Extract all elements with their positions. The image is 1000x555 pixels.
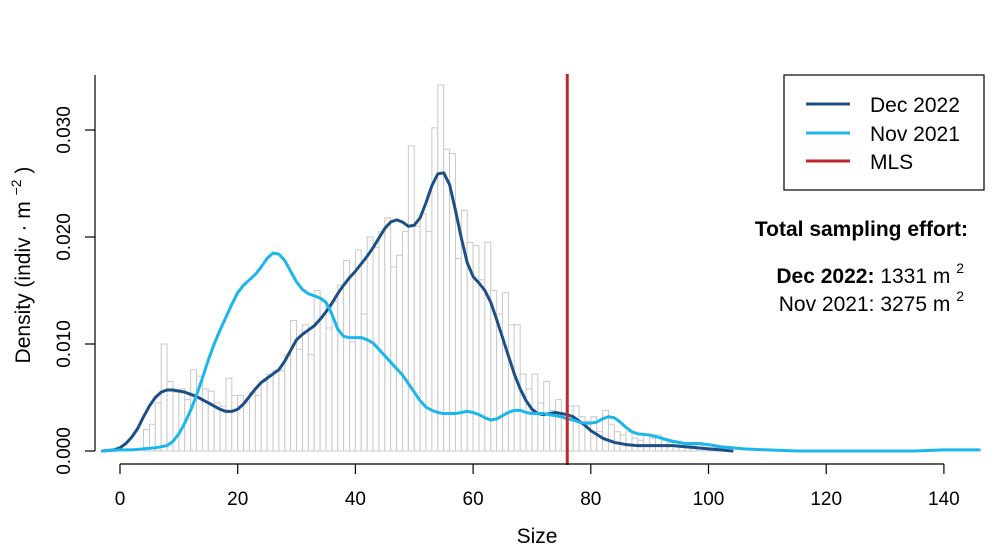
x-tick-label: 140 (928, 489, 960, 510)
histogram-bar (284, 354, 292, 452)
histogram-bar (184, 399, 192, 452)
histogram-bar (254, 394, 262, 452)
histogram-bar (554, 399, 562, 452)
histogram-bar (301, 324, 309, 452)
histogram-bar (266, 373, 274, 452)
density-line-dec-2022 (100, 171, 734, 453)
histogram-bar (154, 402, 162, 452)
y-axis: 0.000 0.010 0.020 0.030 Density (indiv · m … (3, 75, 96, 475)
legend: Dec 2022 Nov 2021 MLS (783, 74, 985, 191)
histogram-bar (272, 370, 280, 452)
y-tick-label: 0.030 (54, 106, 75, 154)
histogram-bar (625, 431, 633, 452)
histogram-bar (243, 402, 250, 452)
sampling-effort-nov-2021-label: Nov 2021: (779, 293, 875, 316)
histogram-bar (319, 300, 327, 452)
histogram-bar (343, 260, 351, 452)
histogram-bar (354, 249, 362, 452)
histogram-bar (384, 217, 392, 452)
histogram-bar (502, 292, 509, 452)
histogram-bar (260, 380, 268, 452)
sampling-effort-dec-2022: Dec 2022: 1331 m 2 (776, 260, 964, 288)
x-tick-label: 120 (810, 489, 842, 510)
x-tick-label: 0 (115, 489, 126, 510)
histogram-bar (437, 84, 445, 452)
legend-label-nov-2021: Nov 2021 (870, 123, 960, 146)
histogram-bar (537, 402, 545, 452)
y-tick-label: 0.000 (54, 427, 75, 475)
sampling-effort-heading: Total sampling effort: (755, 218, 968, 241)
histogram-bar (278, 370, 286, 452)
histogram-bar (313, 290, 321, 452)
histogram-bar (507, 324, 515, 452)
density-line-nov-2021 (100, 251, 981, 453)
y-axis-title-suffix: ) (12, 167, 35, 174)
histogram-bar (160, 343, 168, 452)
histogram-bar (454, 257, 462, 452)
histogram-bar (419, 212, 427, 452)
y-axis-title: Density (indiv · m −2 ) (3, 167, 35, 364)
histogram-bar (378, 231, 386, 452)
histogram-bar (643, 434, 651, 452)
sampling-effort-nov-2021-value: 3275 m (880, 293, 950, 316)
histogram-bar (307, 354, 315, 452)
histogram-bar (325, 327, 333, 452)
histogram-bar (390, 266, 398, 452)
sampling-effort-nov-2021: Nov 2021: 3275 m 2 (779, 288, 964, 316)
histogram-bar (443, 148, 451, 452)
histogram-bar (207, 390, 215, 452)
histogram-bar (231, 394, 239, 452)
histogram-bar (478, 279, 486, 452)
y-axis-title-prefix: Density (indiv (12, 237, 35, 364)
histogram-bar (360, 313, 368, 452)
histogram-bar (178, 388, 186, 452)
histogram-bar (349, 341, 356, 452)
x-tick-label: 60 (463, 489, 484, 510)
histogram-bar (407, 145, 415, 452)
sampling-effort-nov-2021-exp: 2 (956, 288, 964, 304)
y-tick-label: 0.020 (54, 213, 75, 261)
histogram-bar (296, 348, 303, 452)
x-tick-label: 100 (693, 489, 725, 510)
y-axis-title-exp: −2 (8, 179, 24, 195)
sampling-effort-dec-2022-exp: 2 (956, 260, 964, 276)
y-axis-title-dot: · (12, 225, 35, 232)
legend-label-dec-2022: Dec 2022 (870, 94, 960, 117)
x-tick-label: 80 (580, 489, 601, 510)
sampling-effort-dec-2022-value: 1331 m (880, 265, 950, 288)
histogram-bar (337, 284, 345, 452)
histogram-bar (572, 405, 580, 452)
x-ticks: 0 20 40 60 80 100 120 140 (115, 464, 960, 510)
histogram-bar (525, 388, 533, 452)
histogram-bar (219, 405, 227, 452)
histogram-bar (225, 377, 233, 452)
x-tick-label: 20 (227, 489, 248, 510)
x-axis-title: Size (517, 525, 558, 548)
histogram-bar (201, 388, 209, 452)
sampling-effort-dec-2022-label: Dec 2022: (776, 265, 874, 288)
histogram-bar (248, 391, 256, 452)
x-axis: 0 20 40 60 80 100 120 140 Size (115, 463, 960, 548)
histogram-bar (396, 254, 403, 452)
histogram-bar (401, 231, 409, 452)
y-tick-label: 0.010 (54, 320, 75, 368)
y-ticks: 0.000 0.010 0.020 0.030 (54, 106, 95, 475)
histogram-bar (607, 423, 615, 452)
y-axis-title-unit: m (12, 201, 35, 219)
sampling-effort-note: Total sampling effort: Dec 2022: 1331 m … (755, 218, 968, 316)
histogram-bar (425, 231, 433, 452)
histogram-bars (143, 84, 733, 452)
density-lines (100, 74, 981, 465)
x-tick-label: 40 (345, 489, 366, 510)
histogram-bar (543, 380, 551, 452)
histogram-bar (413, 225, 421, 452)
legend-label-mls: MLS (870, 151, 913, 174)
